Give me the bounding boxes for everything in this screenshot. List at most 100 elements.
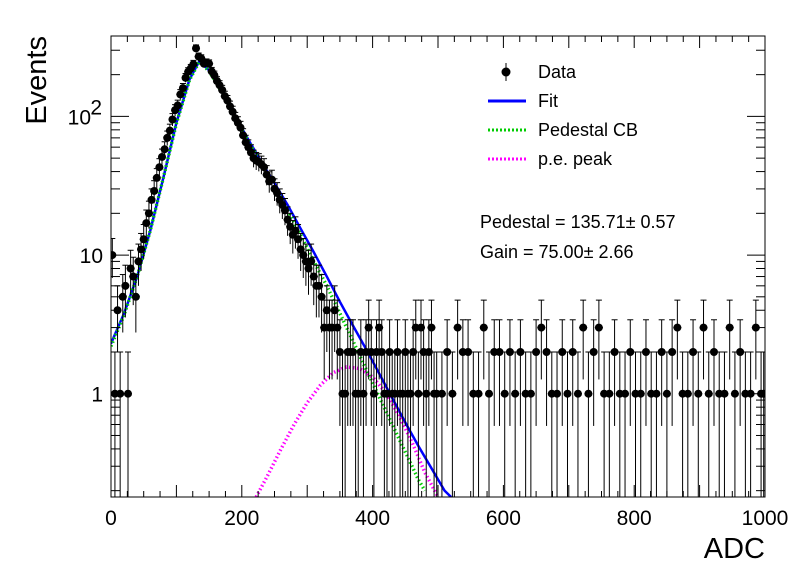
data-point — [262, 170, 271, 179]
data-point — [309, 272, 318, 281]
data-point — [474, 389, 483, 398]
y-tick-label: 1 — [91, 384, 103, 407]
y-tick-exponent: 2 — [90, 96, 102, 119]
data-point — [406, 389, 415, 398]
data-point — [709, 347, 718, 356]
data-point — [364, 323, 373, 332]
data-point — [158, 152, 167, 161]
data-point — [558, 347, 567, 356]
fit-results: Pedestal = 135.71± 0.57 Gain = 75.00± 2.6… — [480, 212, 676, 262]
data-point — [294, 235, 303, 244]
data-point — [147, 195, 156, 204]
data-point — [689, 347, 698, 356]
data-point — [192, 44, 201, 53]
data-point — [422, 389, 431, 398]
y-tick-label: 10 — [80, 245, 103, 268]
data-point — [516, 347, 525, 356]
data-point — [341, 389, 350, 398]
y-tick-label: 10 — [68, 106, 91, 129]
data-point — [283, 215, 292, 224]
data-point — [317, 292, 326, 301]
legend-label: Data — [538, 62, 577, 82]
data-point — [118, 292, 127, 301]
data-point — [150, 186, 159, 195]
data-series — [111, 44, 765, 497]
data-point — [526, 389, 535, 398]
data-point — [636, 389, 645, 398]
data-point — [579, 323, 588, 332]
data-point — [165, 126, 174, 135]
data-point — [375, 323, 384, 332]
data-point — [160, 145, 169, 154]
x-tick-label: 600 — [486, 507, 521, 530]
data-point — [359, 389, 368, 398]
data-point — [641, 347, 650, 356]
data-point — [736, 347, 745, 356]
data-point — [730, 389, 739, 398]
data-point — [137, 245, 146, 254]
data-point — [189, 60, 198, 69]
y-axis-title: Events — [21, 36, 53, 125]
data-point — [448, 389, 457, 398]
data-point — [121, 281, 130, 290]
data-point — [314, 281, 323, 290]
fit-result-text: Gain = 75.00± 2.66 — [480, 242, 634, 262]
data-point — [176, 90, 185, 99]
data-point — [505, 347, 514, 356]
data-point — [333, 323, 342, 332]
legend-label: Fit — [538, 91, 558, 111]
data-point — [126, 264, 135, 273]
data-point — [134, 257, 143, 266]
data-point — [131, 292, 140, 301]
data-point — [409, 347, 418, 356]
data-point — [144, 209, 153, 218]
data-point — [594, 323, 603, 332]
legend-label: p.e. peak — [538, 149, 613, 169]
data-point — [178, 84, 187, 93]
data-point — [668, 347, 677, 356]
data-point — [414, 389, 423, 398]
data-point — [142, 219, 151, 228]
data-point — [589, 347, 598, 356]
data-point — [228, 107, 237, 116]
data-point — [662, 389, 671, 398]
data-point — [218, 86, 227, 95]
data-point — [542, 347, 551, 356]
data-point — [495, 347, 504, 356]
data-point — [694, 389, 703, 398]
legend-marker — [501, 67, 511, 77]
data-point — [322, 306, 331, 315]
data-point — [291, 226, 300, 235]
data-point — [307, 257, 316, 266]
data-point — [720, 389, 729, 398]
data-point — [725, 323, 734, 332]
data-point — [267, 175, 276, 184]
data-point — [280, 206, 289, 215]
data-point — [673, 323, 682, 332]
data-point — [568, 347, 577, 356]
data-point — [610, 347, 619, 356]
data-point — [443, 347, 452, 356]
x-tick-label: 1000 — [742, 507, 789, 530]
data-point — [152, 173, 161, 182]
data-point — [511, 389, 520, 398]
data-point — [299, 251, 308, 260]
data-point — [479, 323, 488, 332]
fit-result-text: Pedestal = 135.71± 0.57 — [480, 212, 676, 232]
data-point — [427, 323, 436, 332]
data-point — [155, 163, 164, 172]
data-point — [573, 389, 582, 398]
data-point — [168, 115, 177, 124]
data-point — [537, 323, 546, 332]
data-point — [584, 389, 593, 398]
legend: Data Fit Pedestal CB p.e. peak — [488, 62, 638, 169]
data-point — [605, 389, 614, 398]
data-point — [657, 347, 666, 356]
data-point — [424, 347, 433, 356]
data-point — [236, 123, 245, 132]
data-point — [453, 323, 462, 332]
data-point — [273, 189, 282, 198]
legend-label: Pedestal CB — [538, 120, 638, 140]
x-tick-label: 400 — [355, 507, 390, 530]
